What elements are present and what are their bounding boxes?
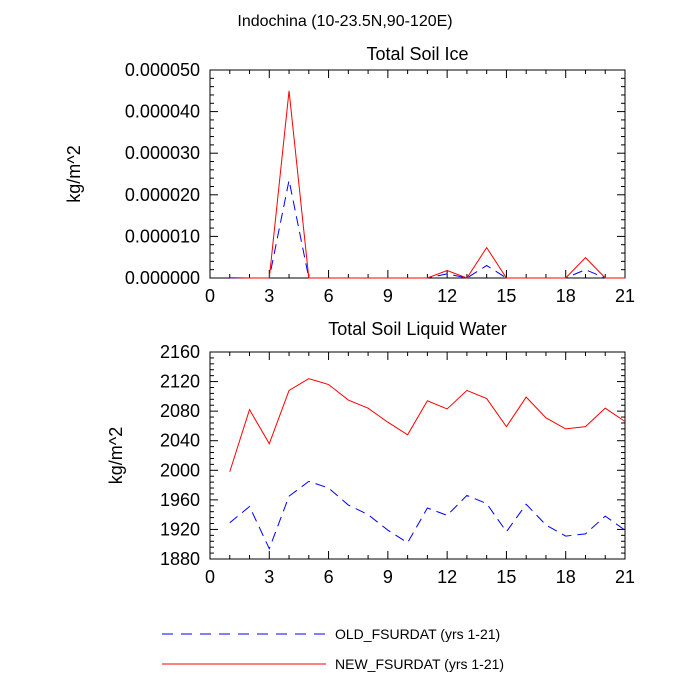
- x-tick-label: 0: [205, 286, 215, 306]
- y-tick-label: 2040: [160, 431, 200, 451]
- series-line-old-fsurdat-liquid: [229, 480, 626, 550]
- y-axis-label-liquid: kg/m^2: [106, 427, 126, 484]
- series-line-old-fsurdat-ice: [229, 180, 625, 279]
- y-tick-label: 0.000040: [125, 102, 200, 122]
- x-tick-label: 21: [615, 286, 635, 306]
- legend: OLD_FSURDAT (yrs 1-21) NEW_FSURDAT (yrs …: [162, 626, 504, 672]
- series-line-new-fsurdat-ice: [229, 90, 625, 279]
- y-tick-label: 0.000000: [125, 268, 200, 288]
- figure-title: Indochina (10-23.5N,90-120E): [237, 13, 452, 30]
- legend-item-new: NEW_FSURDAT (yrs 1-21): [162, 656, 504, 672]
- x-tick-label: 6: [324, 567, 334, 587]
- legend-label-new: NEW_FSURDAT (yrs 1-21): [335, 656, 504, 672]
- x-tick-label: 3: [264, 286, 274, 306]
- x-tick-label: 12: [437, 286, 457, 306]
- y-tick-label: 2160: [160, 342, 200, 362]
- x-tick-label: 3: [264, 567, 274, 587]
- chart-title-liquid: Total Soil Liquid Water: [328, 319, 506, 339]
- plot-frame-liquid: [209, 351, 626, 560]
- y-tick-label: 1880: [160, 549, 200, 569]
- y-axis-label-ice: kg/m^2: [64, 145, 84, 202]
- x-tick-label: 12: [437, 567, 457, 587]
- x-tick-label: 9: [383, 567, 393, 587]
- legend-item-old: OLD_FSURDAT (yrs 1-21): [162, 626, 500, 642]
- y-tick-label: 2080: [160, 401, 200, 421]
- x-tick-label: 9: [383, 286, 393, 306]
- x-tick-label: 15: [496, 286, 516, 306]
- x-tick-label: 6: [324, 286, 334, 306]
- x-tick-label: 0: [205, 567, 215, 587]
- chart-title-ice: Total Soil Ice: [366, 44, 468, 64]
- y-tick-label: 0.000010: [125, 226, 200, 246]
- y-tick-label: 2120: [160, 372, 200, 392]
- x-tick-label: 15: [496, 567, 516, 587]
- y-tick-label: 0.000030: [125, 143, 200, 163]
- y-tick-label: 2000: [160, 460, 200, 480]
- y-tick-label: 1920: [160, 519, 200, 539]
- series-line-new-fsurdat-liquid: [229, 378, 626, 472]
- y-tick-label: 1960: [160, 490, 200, 510]
- x-tick-label: 18: [556, 286, 576, 306]
- x-tick-label: 18: [556, 567, 576, 587]
- chart-panel-soil-ice: Total Soil Ice kg/m^2 0 3 6 9 12 15 18 21 0.000000…: [64, 44, 635, 306]
- legend-label-old: OLD_FSURDAT (yrs 1-21): [335, 626, 500, 642]
- chart-panel-soil-liquid-water: Total Soil Liquid Water kg/m^2 0 3 6 9 12 15 18 2…: [106, 319, 635, 587]
- y-tick-label: 0.000020: [125, 185, 200, 205]
- x-tick-label: 21: [615, 567, 635, 587]
- y-tick-label: 0.000050: [125, 60, 200, 80]
